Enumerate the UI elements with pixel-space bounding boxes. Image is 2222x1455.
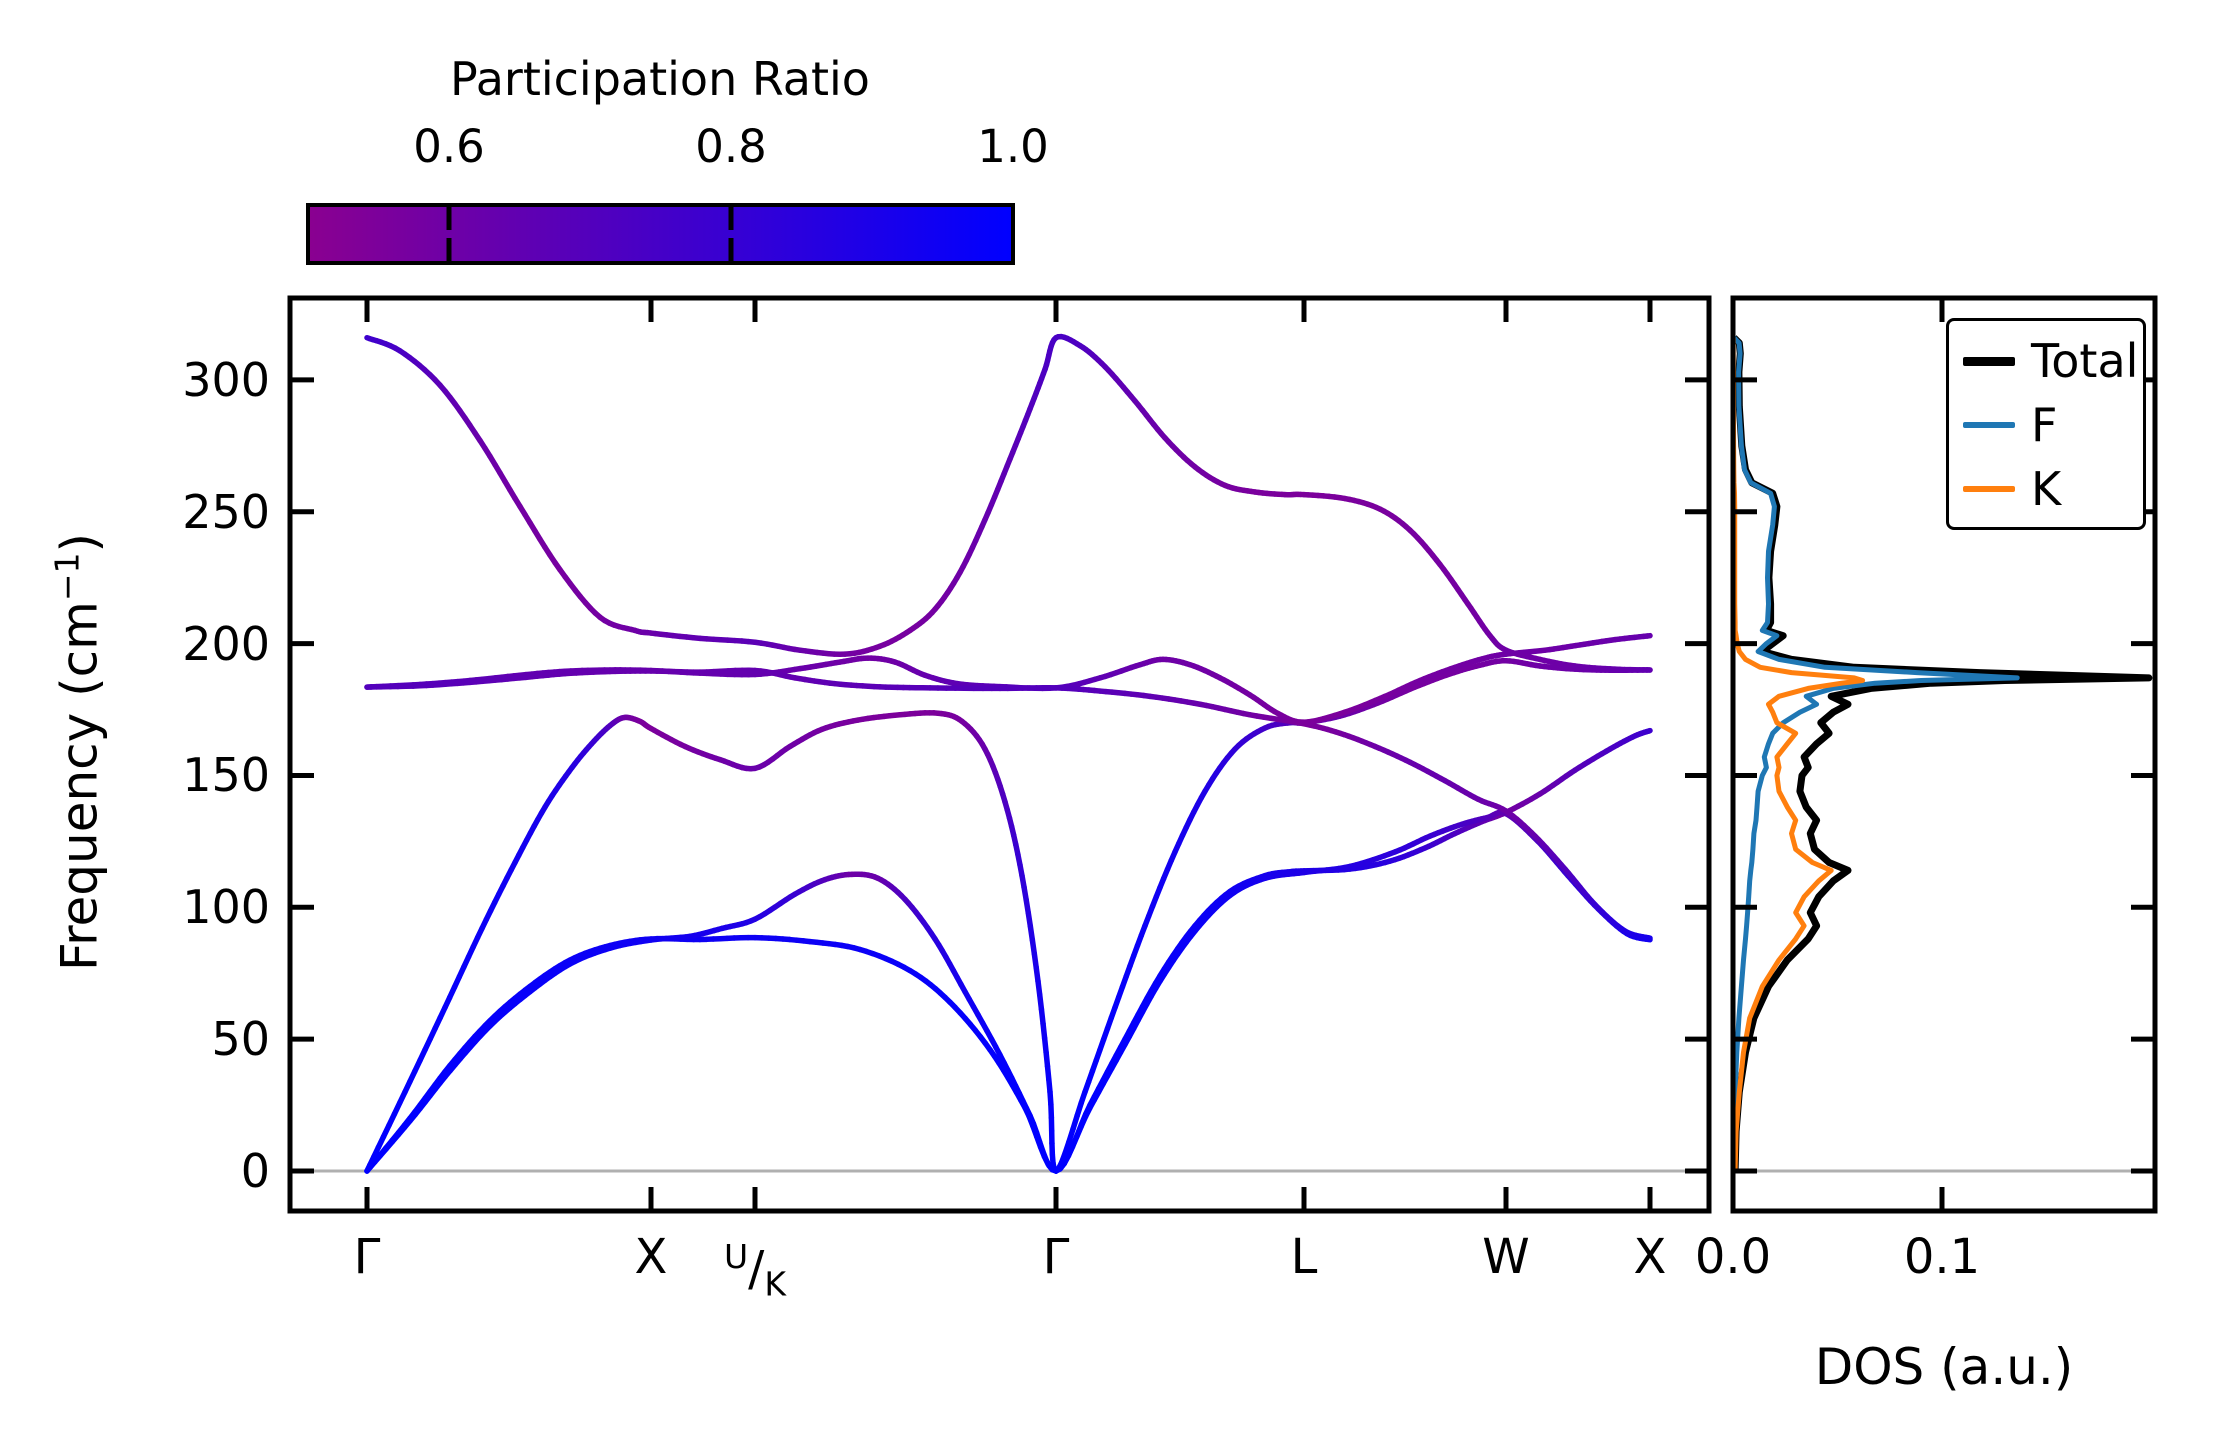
band-branch-lo	[364, 333, 1653, 673]
legend-item-label: Total	[2031, 334, 2139, 388]
dos-x-tick-label: 0.1	[1903, 1229, 1981, 1285]
y-tick-label: 250	[182, 484, 270, 539]
legend-item-label: F	[2031, 398, 2058, 452]
band-branch-ta2	[364, 809, 1653, 1174]
colorbar-tick-label: 0.8	[695, 120, 767, 173]
y-tick-label: 300	[182, 352, 270, 407]
legend-item-k: K	[1963, 457, 2143, 521]
dos-x-axis-label: DOS (a.u.)	[1814, 1338, 2074, 1396]
x-tick-label: Γ	[353, 1229, 381, 1285]
y-tick-label: 200	[182, 616, 270, 671]
y-axis-label-close: )	[50, 532, 109, 553]
band-axes-frame	[287, 295, 1712, 1214]
x-tick-label: Γ	[1042, 1229, 1070, 1285]
y-axis-label-text: Frequency (cm	[50, 601, 109, 972]
y-tick-label: 50	[211, 1012, 270, 1067]
dos-x-tick-label: 0.0	[1694, 1229, 1772, 1285]
x-tick-label: L	[1290, 1229, 1318, 1285]
legend-line-sample	[1963, 356, 2015, 366]
colorbar-title: Participation Ratio	[450, 52, 870, 106]
y-axis-label: Frequency (cm−1)	[48, 533, 109, 971]
x-tick-label: X	[634, 1229, 668, 1285]
phonon-band-lines	[364, 333, 1653, 1174]
legend-item-label: K	[2031, 462, 2062, 516]
y-tick-label: 100	[182, 880, 270, 935]
band-branch-ta1	[364, 727, 1653, 1174]
dos-f-curve	[1731, 335, 2020, 1172]
colorbar-tick-label: 1.0	[977, 120, 1049, 173]
legend-item-total: Total	[1963, 329, 2143, 393]
legend-item-f: F	[1963, 393, 2143, 457]
colorbar-gradient	[308, 205, 1013, 263]
band-branch-to2	[364, 667, 1653, 941]
x-tick-label: X	[1633, 1229, 1667, 1285]
x-tick-label: W	[1482, 1229, 1530, 1285]
y-tick-label: 0	[240, 1144, 270, 1198]
y-tick-label: 150	[182, 748, 270, 803]
colorbar-frame	[306, 203, 1015, 265]
band-branch-to1	[364, 632, 1653, 725]
legend-line-sample	[1963, 486, 2015, 492]
y-axis-label-exponent: −1	[47, 552, 87, 602]
legend: Total F K	[1946, 318, 2146, 530]
legend-line-sample	[1963, 422, 2015, 428]
x-tick-label: U/K	[724, 1237, 786, 1304]
band-branch-la	[364, 657, 1653, 1174]
colorbar-tick-label: 0.6	[413, 120, 485, 173]
dos-k-curve	[1730, 337, 1866, 1172]
